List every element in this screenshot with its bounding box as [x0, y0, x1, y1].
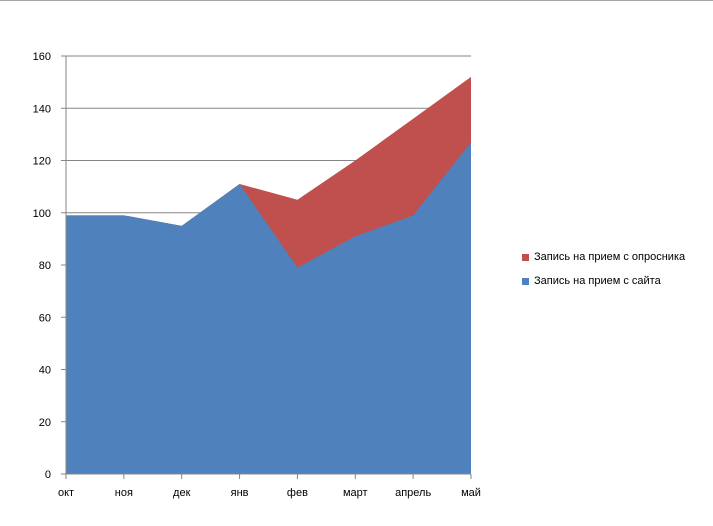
legend: Запись на прием с опросника Запись на пр… [522, 245, 685, 293]
y-tick-label: 60 [39, 312, 51, 324]
x-tick-label: дек [173, 487, 191, 499]
legend-label-survey: Запись на прием с опросника [534, 251, 686, 263]
y-tick-label: 140 [33, 103, 51, 115]
top-border [0, 0, 713, 1]
x-tick-label: янв [231, 487, 249, 499]
x-tick-label: окт [58, 487, 74, 499]
y-tick-label: 120 [33, 156, 51, 168]
legend-item-site: Запись на прием с сайта [522, 269, 685, 293]
legend-swatch-survey [522, 253, 529, 261]
axes [61, 55, 472, 479]
y-tick-label: 40 [39, 365, 51, 377]
x-tick-label: ноя [115, 487, 133, 499]
legend-item-survey: Запись на прием с опросника [522, 245, 685, 269]
x-tick-label: фев [287, 487, 308, 499]
area-series-site [66, 142, 471, 474]
y-tick-label: 160 [33, 51, 51, 63]
legend-label-site: Запись на прием с сайта [534, 275, 661, 287]
x-tick-label: март [343, 487, 368, 499]
y-axis-labels: 0 20 40 60 80 100 120 140 160 [33, 51, 51, 481]
y-tick-label: 0 [45, 469, 51, 481]
area-series [66, 76, 471, 475]
x-tick-label: май [461, 487, 481, 499]
legend-swatch-site [522, 277, 529, 285]
x-tick-label: апрель [395, 487, 431, 499]
y-tick-label: 20 [39, 417, 51, 429]
y-tick-label: 80 [39, 260, 51, 272]
x-axis-labels: окт ноя дек янв фев март апрель май [58, 487, 481, 499]
y-tick-label: 100 [33, 208, 51, 220]
